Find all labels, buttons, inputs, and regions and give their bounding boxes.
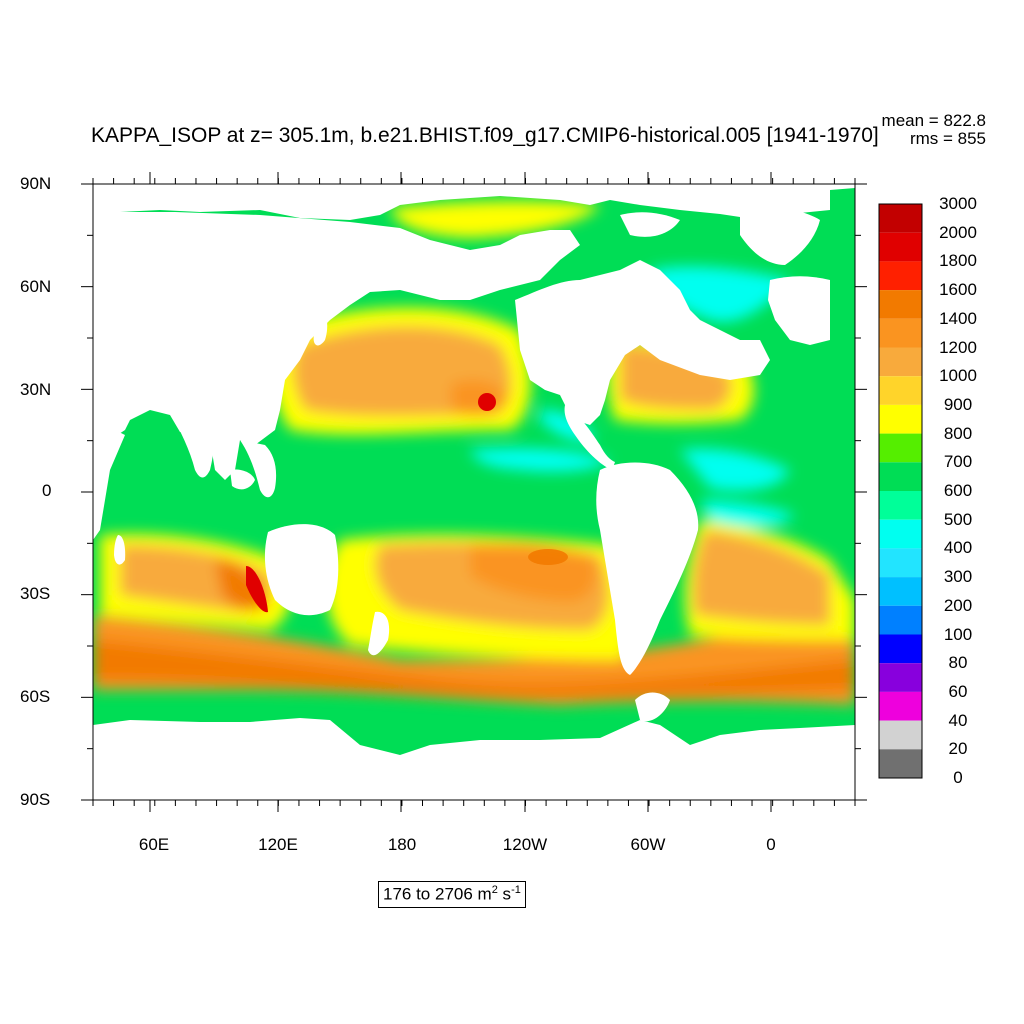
colorbar-label: 0 (953, 768, 963, 787)
mean-value: mean = 822.8 (881, 111, 986, 130)
colorbar (878, 203, 923, 779)
colorbar-label: 3000 (939, 194, 977, 213)
colorbar-label: 500 (943, 509, 973, 529)
range-box: 176 to 2706 m2 s-1 (378, 881, 526, 908)
colorbar-frame (878, 203, 923, 779)
lat-label-60s: 60S (20, 687, 51, 706)
range-text: 176 to 2706 m (383, 884, 492, 904)
colorbar-label: 400 (943, 538, 973, 558)
contour-field (93, 200, 855, 705)
colorbar-swatch (879, 749, 922, 778)
lat-label-90n: 90N (20, 174, 52, 193)
colorbar-label: 700 (943, 452, 973, 472)
colorbar-label: 600 (943, 481, 973, 500)
colorbar-swatch (879, 290, 922, 319)
lon-label-180: 180 (387, 835, 417, 854)
lon-label-120e: 120E (258, 835, 298, 854)
colorbar-swatch (879, 634, 922, 664)
range-unit-sup2: -1 (511, 884, 521, 896)
colorbar-swatch (879, 720, 922, 750)
colorbar-swatch (879, 376, 922, 405)
colorbar-label: 20 (948, 739, 968, 759)
hotspot-leeuwin (246, 566, 268, 613)
range-unit-sup1: 2 (491, 884, 498, 896)
map-field (93, 184, 855, 800)
colorbar-swatch (879, 433, 922, 463)
lon-label-60e: 60E (138, 835, 170, 854)
lon-label-0: 0 (766, 835, 776, 854)
colorbar-label: 900 (943, 394, 973, 414)
colorbar-label: 2000 (939, 222, 977, 242)
rms-value: rms = 855 (909, 129, 986, 148)
south-pacific-core (528, 549, 568, 565)
colorbar-swatch (879, 548, 922, 578)
lat-label-60n: 60N (20, 277, 52, 296)
colorbar-swatch (879, 204, 922, 233)
colorbar-swatch (879, 577, 922, 606)
colorbar-swatch (879, 318, 922, 348)
land (93, 184, 855, 800)
colorbar-label: 200 (943, 595, 973, 615)
colorbar-swatch (879, 347, 922, 377)
lon-label-120w: 120W (502, 835, 548, 854)
colorbar-label: 40 (948, 710, 968, 730)
colorbar-label: 1400 (939, 308, 977, 328)
lon-label-60w: 60W (630, 835, 666, 854)
colorbar-label: 1000 (939, 366, 977, 386)
lat-label-30s: 30S (20, 584, 51, 603)
colorbar-label: 1800 (939, 251, 977, 271)
axis-ticks (81, 172, 867, 812)
colorbar-label: 300 (943, 567, 973, 587)
colorbar-swatch (879, 663, 922, 692)
hotspot-north-pacific (478, 393, 496, 411)
stats-block: mean = 822.8 rms = 855 (882, 112, 986, 148)
colorbar-label: 1200 (939, 337, 977, 357)
colorbar-swatch (879, 232, 922, 262)
colorbar-label: 60 (948, 681, 968, 701)
colorbar-label: 800 (943, 423, 973, 443)
colorbar-swatch (879, 462, 922, 491)
colorbar-swatch (879, 404, 922, 434)
lat-label-30n: 30N (20, 380, 52, 399)
colorbar-swatch (879, 691, 922, 721)
colorbar-label: 80 (948, 653, 968, 673)
colorbar-label: 1600 (939, 280, 977, 300)
colorbar-swatch (879, 261, 922, 291)
colorbar-label: 100 (943, 624, 973, 644)
range-unit-mid: s (497, 884, 512, 904)
lat-label-90s: 90S (20, 790, 51, 809)
colorbar-swatch (879, 519, 922, 549)
lat-label-0: 0 (42, 481, 52, 500)
map-title: KAPPA_ISOP at z= 305.1m, b.e21.BHIST.f09… (91, 124, 879, 147)
colorbar-swatch (879, 491, 922, 520)
colorbar-swatch (879, 605, 922, 635)
